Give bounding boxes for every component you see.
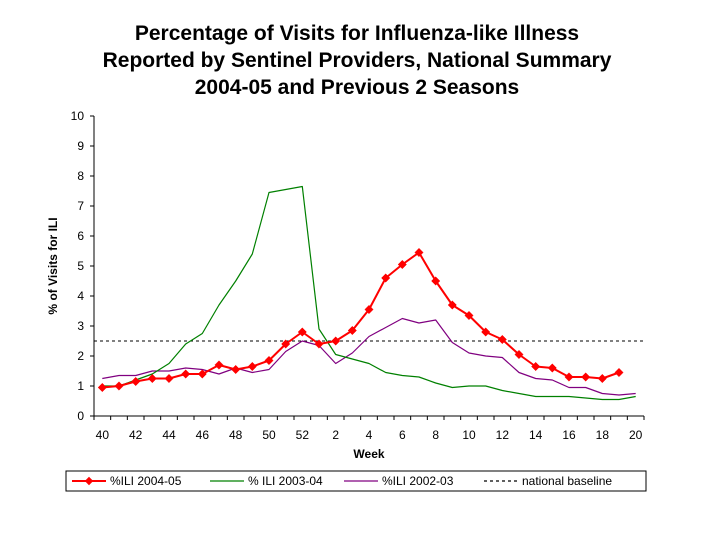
data-point-ili-2004-05 [447,300,457,310]
data-point-ili-2004-05 [247,361,257,372]
series-line-ili-2002-03 [102,317,636,396]
series-line-ili-2003-04 [102,185,636,401]
x-tick-label: 16 [562,428,576,442]
data-point-ili-2004-05 [514,349,524,360]
x-tick-label: 10 [462,428,476,442]
x-tick-label: 14 [529,428,543,442]
y-tick-label: 0 [77,409,84,423]
x-tick-label: 50 [262,428,276,442]
y-tick-label: 4 [77,289,84,303]
x-tick-label: 6 [399,428,406,442]
y-tick-label: 2 [77,349,84,363]
x-tick-label: 48 [229,428,243,442]
data-point-ili-2004-05 [231,364,241,375]
data-point-ili-2004-05 [464,310,474,321]
data-point-ili-2004-05 [331,336,341,346]
data-point-ili-2004-05 [281,339,291,349]
y-tick-label: 7 [77,199,84,213]
y-tick-label: 3 [77,319,84,333]
legend-label-ili-2004-05: %ILI 2004-05 [110,474,182,488]
x-tick-label: 46 [196,428,210,442]
data-point-ili-2004-05 [347,325,357,336]
data-point-ili-2004-05 [147,373,157,384]
chart-title-line-2: Reported by Sentinel Providers, National… [102,49,612,72]
data-point-ili-2004-05 [614,367,624,378]
chart-title-line-3: 2004-05 and Previous 2 Seasons [194,76,520,99]
legend-label-ili-2003-04: % ILI 2003-04 [248,474,323,488]
data-point-ili-2004-05 [581,372,591,382]
chart-title: Percentage of Visits for Influenza-like … [0,20,714,101]
data-point-ili-2004-05 [397,259,407,270]
data-point-ili-2004-05 [214,360,224,370]
legend-marker-ili-2004-05 [84,476,94,486]
legend-label-national-baseline: national baseline [522,474,612,488]
data-point-ili-2004-05 [314,339,324,349]
data-point-ili-2004-05 [164,373,174,384]
x-tick-label: 20 [629,428,643,442]
y-tick-label: 8 [77,169,84,183]
y-tick-label: 1 [77,379,84,393]
chart-title-line-1: Percentage of Visits for Influenza-like … [134,22,580,45]
x-tick-label: 42 [129,428,143,442]
data-point-ili-2004-05 [131,376,141,387]
data-point-ili-2004-05 [597,373,607,384]
data-point-ili-2004-05 [431,276,441,286]
data-point-ili-2004-05 [264,355,274,366]
chart-legend: %ILI 2004-05 % ILI 2003-04 %ILI 2002-03 nat… [65,470,647,492]
data-point-ili-2004-05 [564,372,574,382]
x-tick-label: 18 [596,428,610,442]
data-point-ili-2004-05 [531,361,541,372]
data-point-ili-2004-05 [497,334,507,345]
data-point-ili-2004-05 [481,327,491,337]
data-point-ili-2004-05 [197,369,207,379]
y-tick-label: 5 [77,259,84,273]
data-point-ili-2004-05 [381,273,391,283]
data-point-ili-2004-05 [114,381,124,391]
data-point-ili-2004-05 [414,247,424,258]
x-tick-label: 2 [332,428,339,442]
y-tick-label: 9 [77,139,84,153]
data-point-ili-2004-05 [364,304,374,315]
x-tick-label: 52 [296,428,310,442]
chart-plot-area [94,185,644,401]
series-line-ili-2004-05 [102,251,620,389]
x-tick-label: 12 [496,428,510,442]
legend-label-ili-2002-03: %ILI 2002-03 [382,474,454,488]
data-point-ili-2004-05 [181,369,191,379]
y-tick-label: 10 [71,109,85,123]
data-point-ili-2004-05 [297,327,307,337]
x-tick-label: 8 [432,428,439,442]
x-tick-label: 44 [162,428,176,442]
y-tick-label: 6 [77,229,84,243]
data-point-ili-2004-05 [547,363,557,373]
y-axis-title: % of Visits for ILI [46,217,60,314]
x-tick-label: 4 [366,428,373,442]
x-tick-label: 40 [96,428,110,442]
x-axis-title: Week [353,447,384,461]
data-point-ili-2004-05 [97,382,107,393]
